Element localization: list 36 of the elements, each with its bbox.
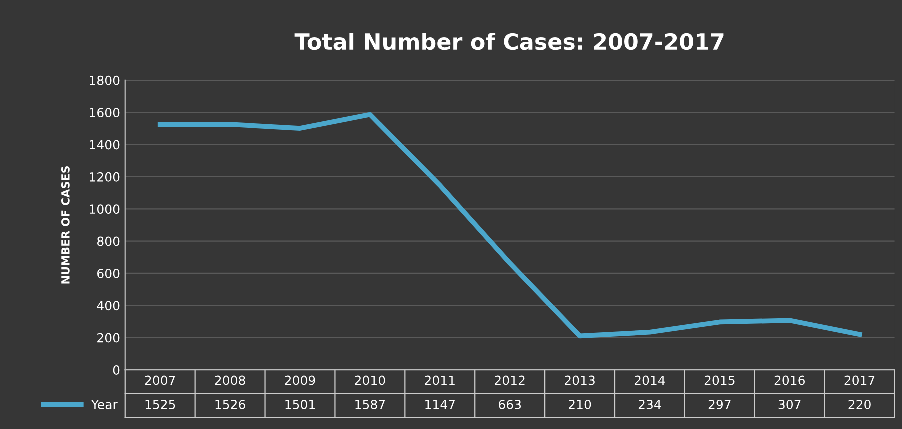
legend-label: Year (91, 400, 118, 410)
y-tick-label: 1800 (90, 76, 120, 86)
data-label: 210 (569, 400, 592, 410)
x-tick-label: 2012 (495, 376, 525, 386)
chart-title: Total Number of Cases: 2007-2017 (294, 32, 724, 50)
data-label: 220 (848, 400, 871, 410)
y-tick-label: 1200 (90, 172, 120, 182)
x-tick-label: 2008 (215, 376, 246, 386)
y-tick-label: 1000 (90, 204, 120, 214)
x-tick-label: 2009 (285, 376, 316, 386)
y-tick-label: 400 (97, 301, 120, 311)
data-label: 1501 (286, 400, 315, 410)
x-tick-label: 2015 (704, 376, 735, 386)
x-tick-label: 2016 (774, 376, 805, 386)
y-tick-label: 1400 (90, 140, 120, 150)
data-label: 297 (708, 400, 731, 410)
data-label: 663 (499, 400, 522, 410)
data-label: 1525 (146, 400, 176, 410)
y-tick-label: 1600 (90, 108, 120, 118)
x-tick-label: 2010 (355, 376, 386, 386)
x-tick-label: 2014 (634, 376, 666, 386)
line-series (158, 112, 862, 339)
data-label: 234 (638, 400, 662, 410)
y-tick-label: 600 (98, 268, 120, 278)
data-label: 1587 (356, 400, 386, 410)
y-axis-title: NUMBER OF CASES (61, 166, 70, 284)
y-tick-label: 800 (98, 236, 120, 246)
x-tick-label: 2017 (844, 376, 875, 386)
y-tick-label: 0 (113, 365, 120, 375)
x-tick-label: 2007 (145, 376, 176, 386)
data-label: 1526 (216, 400, 246, 410)
data-label: 1147 (426, 400, 455, 410)
y-tick-label: 200 (98, 333, 120, 343)
x-tick-label: 2011 (425, 376, 455, 386)
data-label: 307 (778, 400, 801, 410)
x-tick-label: 2013 (565, 376, 595, 386)
